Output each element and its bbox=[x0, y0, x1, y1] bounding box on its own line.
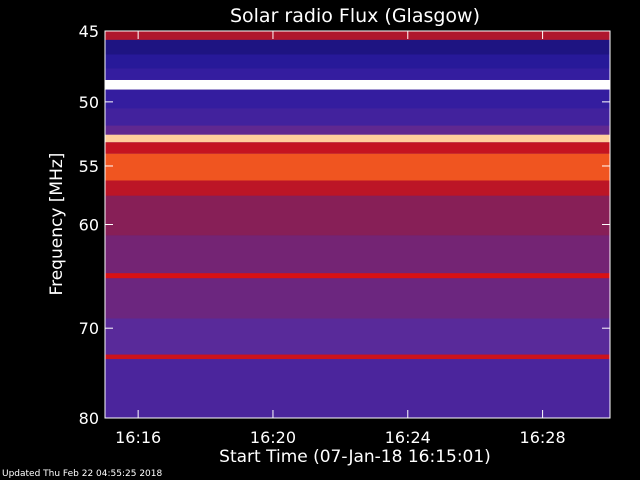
heatmap-band-6 bbox=[105, 108, 610, 126]
heatmap-band-9 bbox=[105, 142, 610, 154]
heatmap-band-14 bbox=[105, 273, 610, 279]
heatmap-band-2 bbox=[105, 54, 610, 69]
heatmap-band-17 bbox=[105, 354, 610, 360]
x-tick-label-1: 16:20 bbox=[250, 428, 296, 447]
heatmap-band-3 bbox=[105, 68, 610, 80]
heatmap-band-15 bbox=[105, 278, 610, 319]
heatmap-band-4 bbox=[105, 79, 610, 90]
y-tick-label-3: 60 bbox=[79, 216, 99, 235]
chart-title: Solar radio Flux (Glasgow) bbox=[230, 5, 480, 27]
y-axis-label: Frequency [MHz] bbox=[47, 153, 67, 296]
updated-timestamp: Updated Thu Feb 22 04:55:25 2018 bbox=[2, 469, 163, 479]
heatmap-band-1 bbox=[105, 39, 610, 55]
y-tick-label-1: 50 bbox=[79, 93, 99, 112]
plot-area bbox=[105, 31, 610, 418]
x-axis-label: Start Time (07-Jan-18 16:15:01) bbox=[219, 447, 491, 467]
x-tick-label-3: 16:28 bbox=[520, 428, 566, 447]
y-tick-label-5: 80 bbox=[79, 409, 99, 428]
y-tick-label-2: 55 bbox=[79, 157, 99, 176]
y-axis: 45 50 55 60 70 80 bbox=[79, 22, 610, 428]
x-tick-label-0: 16:16 bbox=[115, 428, 161, 447]
x-axis: 16:16 16:20 16:24 16:28 bbox=[115, 31, 566, 447]
y-tick-label-0: 45 bbox=[79, 22, 99, 41]
heatmap-band-7 bbox=[105, 125, 610, 135]
heatmap-band-11 bbox=[105, 180, 610, 196]
y-tick-label-4: 70 bbox=[79, 319, 99, 338]
heatmap-band-12 bbox=[105, 195, 610, 236]
heatmap-band-5 bbox=[105, 89, 610, 109]
heatmap-band-18 bbox=[105, 359, 610, 418]
heatmap-band-0 bbox=[105, 31, 610, 40]
x-tick-label-2: 16:24 bbox=[385, 428, 431, 447]
heatmap-band-8 bbox=[105, 134, 610, 143]
heatmap-band-10 bbox=[105, 153, 610, 181]
heatmap-band-16 bbox=[105, 318, 610, 355]
heatmap-band-13 bbox=[105, 235, 610, 274]
